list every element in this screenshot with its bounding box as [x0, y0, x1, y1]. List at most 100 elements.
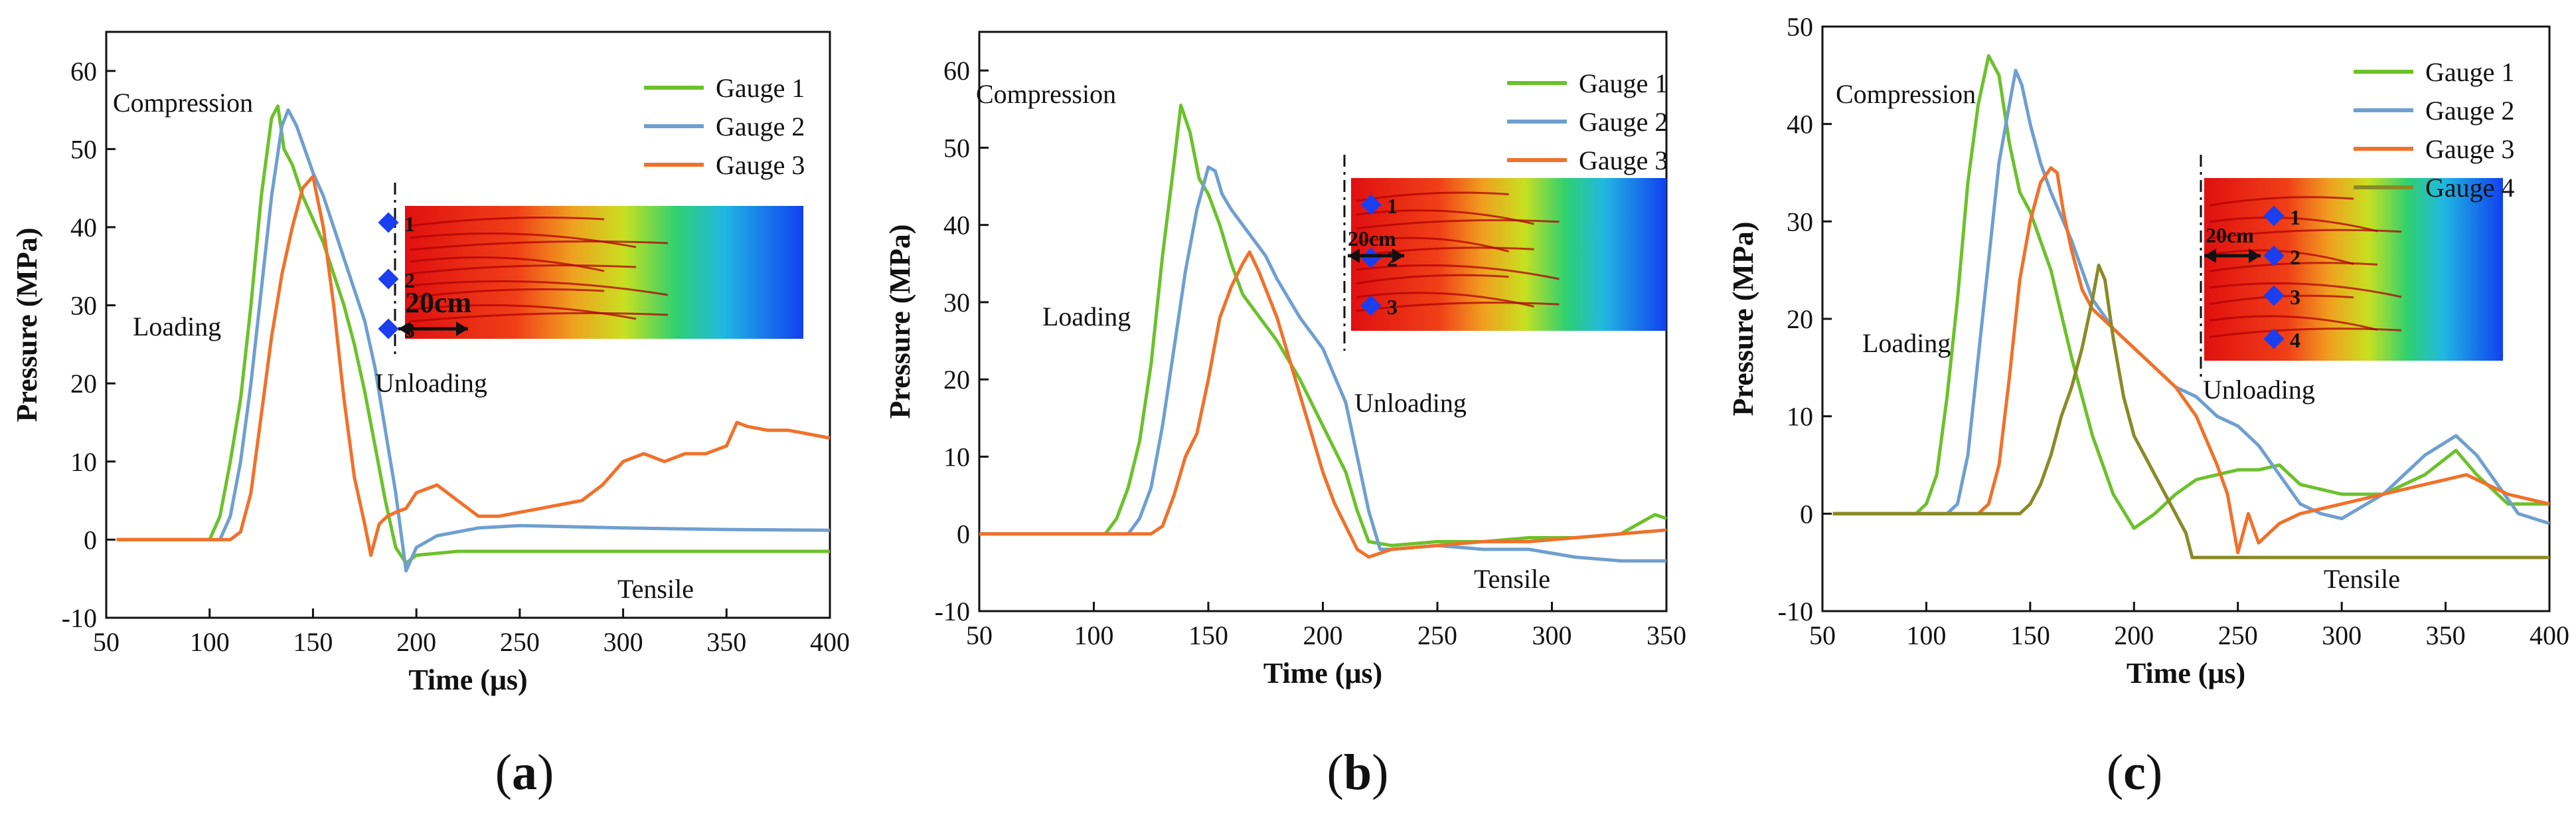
x-tick-label: 100 [190, 627, 230, 657]
legend: Gauge 1 Gauge 2 Gauge 3 [644, 73, 805, 180]
legend-entry: Gauge 4 [2425, 173, 2514, 203]
x-tick-label: 50 [966, 620, 993, 650]
y-tick-label: 20 [70, 369, 97, 399]
annotation-tensile: Tensile [2324, 564, 2400, 594]
y-axis-label: Pressure (MPa) [1727, 222, 1759, 416]
annotation-unloading: Unloading [2203, 375, 2315, 405]
gauge-marker [378, 318, 399, 339]
crack-line [2209, 282, 2402, 298]
crack-line [2209, 196, 2354, 207]
legend-entry: Gauge 1 [1579, 68, 1668, 98]
x-axis-label: Time (μs) [2127, 657, 2245, 690]
gauge-marker-label: 3 [2290, 285, 2300, 309]
crack-line [2209, 229, 2402, 240]
crack-line [410, 288, 605, 299]
annotation-loading: Loading [133, 312, 221, 341]
y-tick-label: -10 [935, 597, 970, 626]
x-tick-label: 150 [2010, 620, 2050, 650]
y-tick-label: 20 [943, 365, 970, 395]
gauge-marker [1360, 247, 1382, 268]
gauge-marker [378, 212, 399, 233]
series-line-gauge-3 [1832, 166, 2550, 555]
x-tick-label: 300 [1532, 620, 1572, 650]
distance-arrowhead [1348, 248, 1360, 263]
gauge-marker [2263, 328, 2285, 349]
panel-label-c: (c) [2106, 745, 2163, 800]
gauge-marker [2263, 205, 2285, 227]
y-tick-label: 30 [1787, 207, 1813, 236]
crack-line [410, 240, 669, 251]
crack-line [1356, 219, 1560, 230]
crack-line [2209, 315, 2378, 331]
legend-entry: Gauge 3 [2425, 134, 2514, 164]
crack-line [1356, 236, 1509, 253]
x-tick-label: 300 [2322, 620, 2362, 650]
x-tick-label: 100 [1906, 620, 1946, 650]
x-tick-label: 50 [1809, 620, 1836, 650]
x-tick-label: 200 [1303, 620, 1343, 650]
y-tick-label: 20 [1787, 304, 1813, 334]
y-tick-label: -10 [1778, 597, 1813, 626]
y-tick-label: 0 [1800, 499, 1813, 529]
chart-panel-a: 50 100 150 200 250 300 350 400 -10 0 10 20 30 40 50 60 T… [11, 31, 850, 696]
gauge-marker-label: 1 [2290, 205, 2300, 229]
annotation-loading: Loading [1862, 328, 1951, 358]
distance-arrowhead [2204, 248, 2216, 263]
y-tick-label: 50 [943, 133, 970, 163]
annotation-tensile: Tensile [617, 574, 694, 604]
y-tick-label: 50 [70, 134, 97, 164]
annotation-unloading: Unloading [1354, 388, 1467, 418]
distance-arrowhead [456, 322, 468, 336]
x-tick-label: 350 [706, 627, 746, 657]
x-tick-label: 150 [1188, 620, 1228, 650]
legend-entry: Gauge 3 [716, 150, 805, 180]
crack-line [410, 264, 637, 275]
annotation-unloading: Unloading [375, 368, 487, 398]
y-tick-label: 30 [70, 291, 97, 321]
legend-entry: Gauge 2 [1579, 107, 1668, 137]
gauge-marker [2263, 245, 2285, 266]
y-tick-label: 30 [943, 288, 970, 318]
annotation-distance: 20cm [1348, 227, 1396, 250]
y-tick-label: 10 [1787, 402, 1813, 432]
gauge-marker-label: 1 [404, 212, 415, 236]
simulation-inset: 123 [1343, 155, 1666, 351]
legend-entry: Gauge 2 [716, 112, 805, 141]
x-tick-label: 250 [2218, 620, 2258, 650]
chart-panel-b: 50 100 150 200 250 300 350 -10 0 10 20 30 40 50 60 Time… [884, 31, 1686, 690]
simulation-image [2204, 178, 2503, 361]
legend-entry: Gauge 1 [2425, 57, 2514, 87]
y-tick-label: 50 [1787, 12, 1813, 42]
crack-line [410, 217, 605, 227]
series-line-gauge-3 [979, 250, 1667, 559]
x-tick-label: 400 [2530, 620, 2569, 650]
x-tick-label: 400 [810, 627, 850, 657]
gauge-marker [1360, 295, 1382, 316]
series-line-gauge-1 [1832, 54, 2549, 530]
x-tick-label: 250 [1417, 620, 1457, 650]
annotation-compression: Compression [1836, 79, 1976, 109]
y-tick-label: 60 [70, 56, 97, 86]
annotation-loading: Loading [1042, 302, 1131, 331]
x-tick-label: 350 [1647, 620, 1686, 650]
crack-line [1356, 209, 1534, 225]
series-line-gauge-2 [979, 165, 1666, 563]
crack-line [1356, 264, 1560, 280]
y-tick-label: 0 [957, 519, 970, 549]
chart-panel-c: 50 100 150 200 250 300 350 400 -10 0 10 20 30 40 50 Tim… [1727, 12, 2569, 690]
crack-line [2209, 262, 2378, 272]
crack-line [2209, 217, 2378, 232]
x-tick-label: 200 [2114, 620, 2154, 650]
crack-line [1356, 274, 1509, 285]
crack-line [410, 280, 669, 296]
x-tick-label: 350 [2426, 620, 2466, 650]
simulation-image [405, 206, 803, 339]
crack-line [1356, 292, 1534, 308]
x-tick-label: 250 [500, 627, 540, 657]
gauge-marker-label: 3 [1387, 295, 1398, 319]
series-line-gauge-3 [116, 175, 831, 557]
y-tick-label: 40 [70, 213, 97, 242]
gauge-marker [2263, 285, 2285, 306]
panel-label-a: (a) [495, 745, 554, 800]
